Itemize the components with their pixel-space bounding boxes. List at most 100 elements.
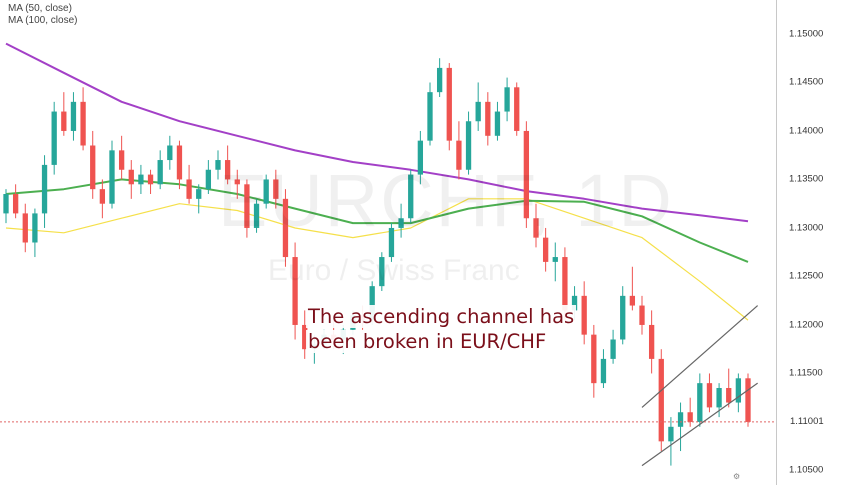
candle[interactable] — [658, 349, 664, 452]
candle[interactable] — [620, 286, 626, 345]
candle[interactable] — [157, 150, 163, 190]
candle[interactable] — [648, 310, 655, 374]
candle[interactable] — [514, 82, 520, 136]
candle[interactable] — [465, 111, 472, 175]
candle[interactable] — [591, 324, 597, 398]
candle-body — [677, 412, 684, 427]
candle[interactable] — [41, 155, 48, 228]
price-tick-label: 1.13500 — [789, 173, 824, 185]
candle[interactable] — [32, 208, 38, 258]
candle[interactable] — [302, 310, 308, 359]
candle[interactable] — [12, 184, 19, 219]
candle[interactable] — [408, 169, 414, 224]
candle-body — [687, 412, 693, 422]
candle[interactable] — [224, 145, 231, 185]
candle[interactable] — [118, 135, 125, 180]
candle[interactable] — [282, 189, 289, 267]
candle-body — [620, 295, 626, 340]
candle[interactable] — [677, 402, 684, 452]
candle[interactable] — [523, 121, 530, 228]
candle[interactable] — [128, 160, 134, 199]
candle[interactable] — [446, 63, 452, 151]
candle[interactable] — [147, 169, 154, 194]
candle-body — [456, 140, 462, 170]
candle-body — [408, 174, 414, 219]
candle-body — [552, 257, 558, 262]
candle-body — [90, 145, 96, 190]
candle[interactable] — [668, 417, 674, 466]
candle-body — [147, 174, 154, 185]
candle[interactable] — [745, 373, 751, 427]
candle[interactable] — [417, 130, 424, 185]
chart-annotation: The ascending channel has been broken in… — [306, 304, 606, 354]
candle-body — [118, 150, 125, 170]
price-tick-label: 1.14500 — [789, 76, 824, 88]
candle[interactable] — [253, 198, 260, 233]
candle[interactable] — [456, 121, 462, 180]
candle[interactable] — [70, 92, 77, 141]
price-axis[interactable]: 1.105001.110001.115001.120001.125001.130… — [776, 0, 852, 485]
candle-body — [388, 227, 395, 258]
candle[interactable] — [90, 130, 96, 199]
candle[interactable] — [475, 82, 481, 131]
candle-body — [186, 179, 192, 199]
candle[interactable] — [552, 242, 558, 282]
moving-average-line[interactable] — [5, 198, 749, 321]
legend-ma100[interactable]: MA (100, close) — [8, 15, 78, 26]
candle-body — [533, 218, 539, 238]
candle[interactable] — [205, 160, 212, 194]
candle[interactable] — [494, 101, 501, 141]
candle[interactable] — [80, 87, 86, 151]
candle[interactable] — [244, 179, 250, 238]
candle[interactable] — [706, 373, 713, 413]
candle[interactable] — [427, 82, 433, 146]
candle[interactable] — [186, 164, 192, 204]
candle[interactable] — [436, 58, 443, 97]
channel-line[interactable] — [641, 305, 759, 408]
candle[interactable] — [388, 223, 395, 262]
candle-body — [244, 184, 250, 228]
candle[interactable] — [629, 266, 636, 311]
candle[interactable] — [398, 203, 404, 238]
candle[interactable] — [61, 92, 67, 136]
candle[interactable] — [639, 295, 645, 335]
candle[interactable] — [726, 368, 732, 408]
candle[interactable] — [196, 184, 202, 214]
candle[interactable] — [485, 92, 491, 146]
candle[interactable] — [51, 101, 57, 175]
moving-average-line[interactable] — [5, 42, 749, 223]
candle-body — [41, 164, 48, 214]
candle[interactable] — [533, 203, 539, 248]
candle[interactable] — [215, 150, 221, 180]
candle[interactable] — [379, 252, 385, 291]
legend-ma50[interactable]: MA (50, close) — [8, 3, 72, 14]
candle[interactable] — [176, 140, 183, 190]
candle[interactable] — [610, 329, 616, 364]
candle[interactable] — [273, 169, 279, 209]
candle[interactable] — [697, 373, 703, 427]
candle[interactable] — [109, 140, 115, 209]
candle-body — [745, 378, 751, 422]
candle-body — [302, 324, 308, 350]
candle[interactable] — [99, 179, 106, 219]
candle[interactable] — [581, 281, 587, 345]
channel-lines-layer — [641, 305, 759, 467]
candle[interactable] — [22, 203, 28, 253]
candle[interactable] — [167, 135, 173, 170]
settings-icon[interactable]: ⚙ — [733, 472, 741, 481]
candle[interactable] — [600, 349, 607, 388]
channel-line[interactable] — [641, 382, 758, 467]
candle[interactable] — [687, 397, 693, 427]
candle[interactable] — [3, 189, 9, 224]
candle[interactable] — [504, 77, 510, 122]
candle[interactable] — [234, 169, 240, 199]
candle[interactable] — [542, 227, 549, 272]
candle[interactable] — [716, 383, 722, 418]
indicator-legend: MA (50, close) MA (100, close) — [8, 3, 77, 27]
candle[interactable] — [735, 373, 742, 413]
candle[interactable] — [138, 164, 144, 194]
candle[interactable] — [263, 174, 269, 209]
candle-body — [475, 101, 481, 122]
candle[interactable] — [292, 242, 298, 340]
